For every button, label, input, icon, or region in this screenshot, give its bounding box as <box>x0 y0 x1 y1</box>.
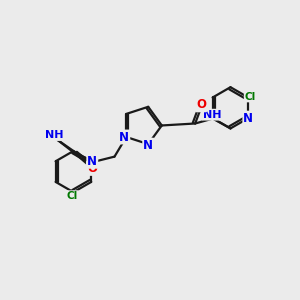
Text: O: O <box>87 162 97 175</box>
Text: N: N <box>243 112 253 124</box>
Text: Cl: Cl <box>245 92 256 101</box>
Text: O: O <box>196 98 206 111</box>
Text: N: N <box>143 139 153 152</box>
Text: N: N <box>119 130 129 143</box>
Text: N: N <box>87 155 97 168</box>
Text: Cl: Cl <box>67 191 78 201</box>
Text: NH: NH <box>202 110 221 120</box>
Text: NH: NH <box>45 130 64 140</box>
